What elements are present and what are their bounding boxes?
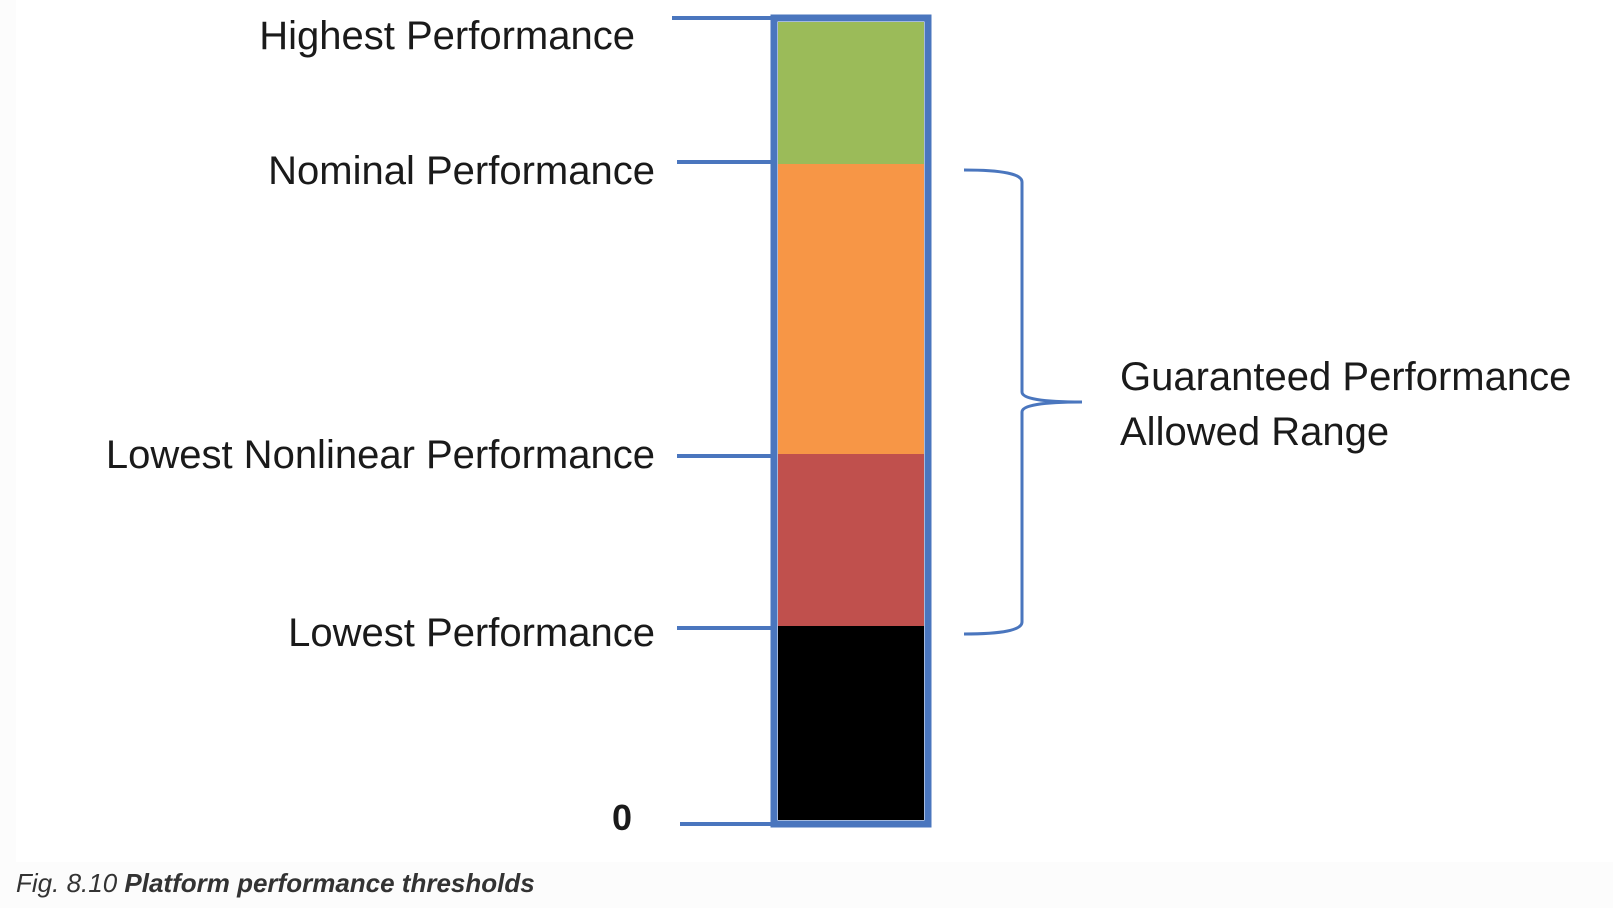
- band-highest-to-nominal: [778, 22, 924, 164]
- performance-bar-frame: [770, 14, 932, 828]
- label-lowest-performance: Lowest Performance: [288, 611, 655, 655]
- label-nominal-performance: Nominal Performance: [268, 149, 655, 193]
- guaranteed-range-brace: [963, 168, 1083, 636]
- label-highest-performance: Highest Performance: [259, 14, 635, 58]
- guaranteed-range-label-line2: Allowed Range: [1120, 410, 1390, 454]
- band-nominal-to-lowest-nonlinear: [778, 164, 924, 454]
- figure-caption: Fig. 8.10 Platform performance threshold…: [16, 868, 535, 899]
- band-lowest-to-zero: [778, 626, 924, 820]
- caption-number: Fig. 8.10: [16, 868, 118, 898]
- band-lowest-nonlinear-to-lowest: [778, 454, 924, 626]
- label-zero: 0: [612, 797, 633, 838]
- guaranteed-range-label-line1: Guaranteed Performance: [1120, 355, 1572, 399]
- guaranteed-range-label: Guaranteed Performance Allowed Range: [1120, 350, 1571, 460]
- caption-title: Platform performance thresholds: [124, 868, 535, 898]
- label-lowest-nonlinear-performance: Lowest Nonlinear Performance: [105, 433, 655, 477]
